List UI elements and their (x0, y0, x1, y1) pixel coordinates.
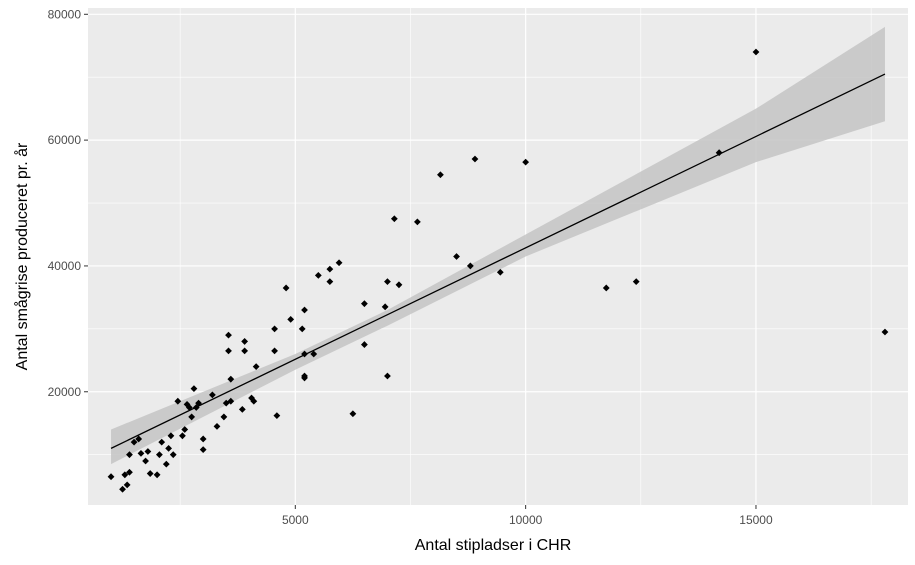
data-point (185, 404, 193, 411)
data-point (123, 481, 131, 489)
fit-line-group (110, 73, 886, 449)
data-point (146, 470, 154, 477)
data-point (252, 363, 260, 370)
data-point (349, 410, 357, 418)
data-point (208, 391, 216, 399)
data-point (361, 300, 368, 308)
y-tick-label: 80000 (48, 7, 82, 21)
data-point (361, 341, 368, 348)
data-point (213, 422, 221, 430)
x-tick-label: 15000 (739, 513, 773, 527)
data-point (282, 284, 290, 292)
data-point (190, 385, 198, 393)
data-point (158, 438, 166, 446)
data-point (227, 397, 235, 405)
data-point (188, 413, 196, 421)
data-point (174, 397, 182, 405)
data-point (301, 350, 308, 358)
data-point (384, 278, 391, 286)
data-points (107, 48, 889, 493)
x-axis-ticks: 5000 10000 15000 (282, 505, 773, 527)
y-tick-label: 20000 (48, 385, 82, 399)
data-point (220, 413, 228, 421)
data-point (466, 262, 474, 270)
x-tick-label: 5000 (282, 513, 309, 527)
data-point (471, 155, 479, 163)
data-point (314, 271, 322, 279)
data-point (271, 347, 278, 355)
data-point (181, 426, 189, 433)
y-axis-title: Antal smågrise produceret pr. år (13, 142, 31, 370)
data-point (167, 432, 175, 440)
y-axis-ticks: 20000 40000 60000 80000 (48, 7, 88, 399)
y-tick-label: 40000 (48, 259, 82, 273)
data-point (384, 372, 391, 380)
data-point (390, 215, 398, 223)
data-point (301, 374, 308, 382)
data-point (199, 446, 207, 454)
data-point (301, 306, 308, 314)
data-point (126, 468, 133, 476)
data-point (179, 432, 186, 440)
data-point (522, 158, 530, 166)
data-point (225, 347, 232, 355)
data-point (107, 473, 115, 481)
data-point (381, 303, 389, 311)
data-point (165, 444, 173, 452)
data-point (153, 471, 161, 479)
x-axis-title: Antal stipladser i CHR (415, 537, 572, 554)
y-tick-label: 60000 (48, 133, 82, 147)
data-point (130, 438, 138, 446)
data-point (119, 485, 126, 493)
data-point (413, 218, 421, 226)
data-point (199, 435, 207, 443)
data-point (335, 259, 343, 267)
data-point (137, 450, 145, 457)
data-point (142, 457, 149, 465)
fit-line (110, 73, 886, 449)
data-point (496, 268, 504, 276)
x-tick-label: 10000 (509, 513, 543, 527)
data-point (227, 375, 235, 383)
data-point (395, 281, 403, 289)
data-point (135, 435, 143, 443)
data-point (715, 149, 723, 157)
data-point (250, 397, 258, 405)
data-point (121, 471, 129, 479)
data-point (241, 347, 249, 355)
